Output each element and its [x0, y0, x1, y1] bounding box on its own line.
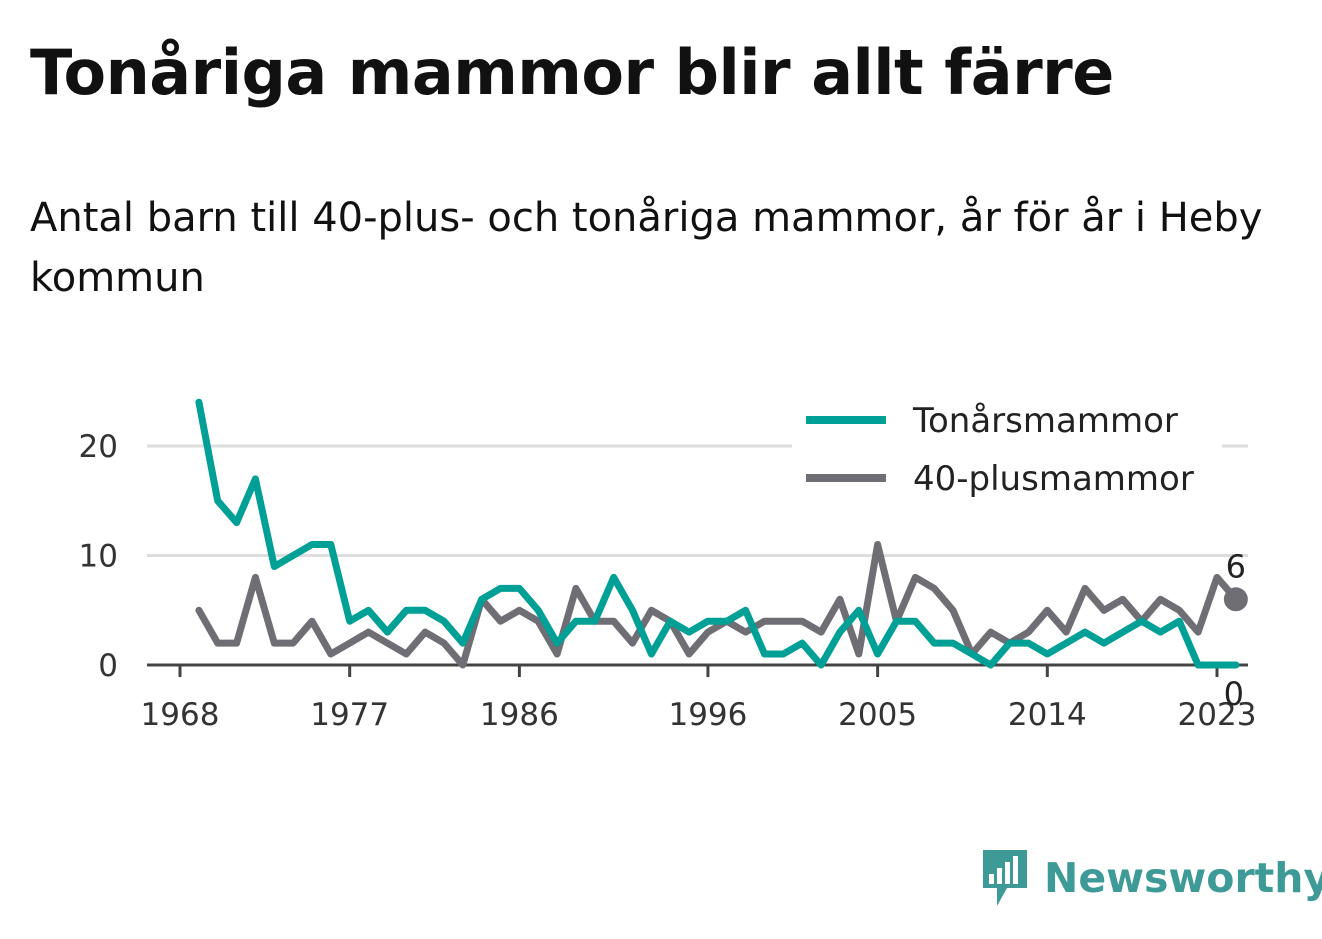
newsworthy-logo-icon: [983, 850, 1027, 906]
end-labels: 60: [1224, 547, 1248, 713]
y-axis: 0 10 20: [79, 429, 118, 684]
x-axis: 1968 1977 1986 1996 2005 2014 2023: [141, 663, 1257, 733]
x-tick-label: 1968: [141, 697, 220, 733]
end-point-40-plusmammor: [1223, 587, 1248, 612]
brand-name: Newsworthy: [1044, 854, 1322, 902]
end-label-40-plusmammor: 6: [1226, 547, 1246, 585]
chart-title: Tonåriga mammor blir allt färre: [30, 36, 1114, 109]
x-tick-label: 2014: [1008, 697, 1087, 733]
series-line-tonarsmammor: [195, 398, 1240, 669]
brand: Newsworthy: [980, 848, 1322, 908]
y-tick-label: 10: [79, 539, 118, 575]
x-tick-label: 1977: [310, 697, 389, 733]
legend: Tonårsmammor 40-plusmammor: [792, 396, 1222, 512]
legend-label-40-plusmammor: 40-plusmammor: [913, 459, 1194, 499]
end-label-tonarsmammor: 0: [1224, 675, 1244, 713]
legend-background: [792, 396, 1222, 512]
x-tick-label: 1986: [480, 697, 559, 733]
series-lines: [195, 398, 1240, 669]
series-line-40-plusmammor: [195, 541, 1240, 669]
legend-label-tonarsmammor: Tonårsmammor: [912, 401, 1178, 441]
y-tick-label: 0: [98, 648, 118, 684]
chart-subtitle: Antal barn till 40-plus- och tonåriga ma…: [30, 195, 1263, 301]
x-tick-label: 1996: [668, 697, 747, 733]
y-tick-label: 20: [79, 429, 118, 465]
x-tick-label: 2023: [1178, 697, 1257, 733]
x-tick-label: 2005: [838, 697, 917, 733]
